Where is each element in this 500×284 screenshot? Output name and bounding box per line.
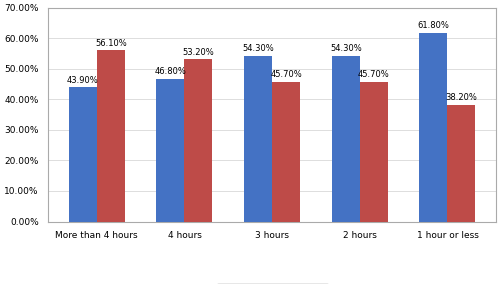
Text: 54.30%: 54.30% [242, 44, 274, 53]
Text: 54.30%: 54.30% [330, 44, 362, 53]
Text: 56.10%: 56.10% [95, 39, 126, 48]
Bar [244, 56, 272, 222]
Bar [184, 59, 212, 222]
Bar [272, 82, 300, 222]
Text: 61.80%: 61.80% [418, 21, 450, 30]
Text: 46.80%: 46.80% [154, 67, 186, 76]
Bar [360, 82, 388, 222]
Bar [156, 79, 184, 222]
Text: 45.70%: 45.70% [270, 70, 302, 80]
Bar [448, 105, 475, 222]
Bar [97, 50, 125, 222]
Text: 45.70%: 45.70% [358, 70, 390, 80]
Bar [68, 87, 97, 222]
Bar [420, 33, 448, 222]
Text: 43.90%: 43.90% [67, 76, 98, 85]
Bar [332, 56, 360, 222]
Text: 53.20%: 53.20% [182, 47, 214, 57]
Text: 38.20%: 38.20% [446, 93, 478, 102]
